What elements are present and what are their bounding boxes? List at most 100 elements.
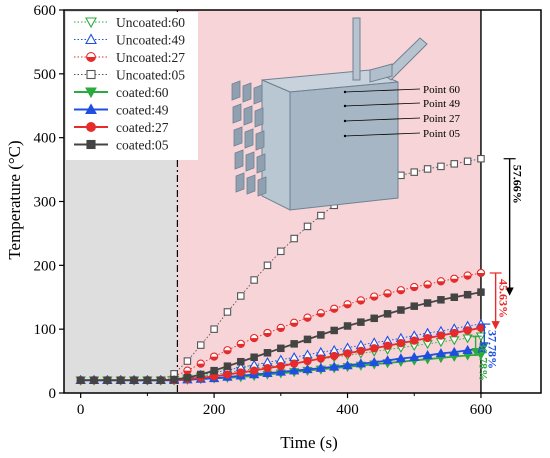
data-point bbox=[303, 222, 312, 231]
data-point bbox=[290, 359, 299, 368]
data-point-half bbox=[464, 275, 472, 280]
legend-box bbox=[66, 12, 198, 160]
inset-vertical-pipe bbox=[352, 17, 361, 81]
data-point bbox=[116, 376, 125, 384]
data-point-half bbox=[237, 343, 245, 348]
legend: Uncoated:60 Uncoated:49 Uncoated:27 Uncoate… bbox=[66, 12, 198, 160]
data-point bbox=[343, 322, 352, 330]
data-point bbox=[396, 339, 406, 348]
inset-leader-line bbox=[344, 102, 421, 107]
data-point bbox=[183, 357, 192, 365]
inset-fin bbox=[232, 103, 242, 124]
data-point bbox=[276, 362, 285, 371]
x-tick-label: 400 bbox=[336, 402, 359, 418]
data-point bbox=[409, 351, 420, 362]
data-point bbox=[437, 296, 445, 304]
annotation-label: 57.66% bbox=[511, 165, 525, 204]
inset-fin bbox=[235, 172, 245, 193]
data-point-half bbox=[357, 300, 365, 305]
data-point bbox=[317, 211, 325, 220]
inset-fin bbox=[234, 149, 244, 170]
data-point bbox=[422, 350, 433, 360]
data-point bbox=[302, 364, 313, 374]
data-point-half bbox=[223, 350, 232, 354]
data-point bbox=[330, 351, 339, 361]
data-point bbox=[156, 376, 165, 384]
data-point bbox=[277, 344, 285, 353]
data-point bbox=[237, 357, 245, 366]
data-point-half bbox=[263, 332, 272, 337]
data-point bbox=[303, 356, 312, 366]
data-point bbox=[197, 341, 205, 349]
legend-label: Uncoated:49 bbox=[116, 33, 185, 48]
inset-point-label: Point 27 bbox=[423, 113, 460, 125]
data-point bbox=[210, 366, 218, 375]
data-point bbox=[183, 373, 192, 382]
data-point bbox=[435, 348, 447, 358]
data-point bbox=[410, 336, 419, 345]
annotation-label: 45.63% bbox=[497, 279, 511, 318]
data-point-half bbox=[290, 322, 298, 327]
data-point-half bbox=[397, 290, 405, 294]
y-axis-title: Temperature (°C) bbox=[5, 140, 24, 259]
annotation-0: 57.66% bbox=[503, 158, 525, 296]
legend-label: coated:05 bbox=[116, 138, 169, 153]
data-point-half bbox=[330, 308, 338, 313]
data-point-half bbox=[477, 272, 485, 277]
data-series bbox=[75, 154, 487, 386]
data-point bbox=[423, 333, 432, 343]
legend-marker bbox=[85, 33, 97, 45]
data-point bbox=[369, 357, 380, 367]
y-tick-label: 100 bbox=[34, 322, 57, 338]
inset-fin bbox=[255, 130, 265, 151]
data-point bbox=[143, 376, 152, 384]
legend-marker bbox=[85, 17, 97, 29]
data-point bbox=[383, 341, 392, 350]
x-axis-title: Time (s) bbox=[280, 433, 337, 452]
y-tick-label: 600 bbox=[34, 3, 57, 19]
inset-angled-pipe bbox=[382, 37, 428, 81]
inset-fin bbox=[243, 105, 253, 126]
data-point bbox=[343, 349, 352, 358]
legend-marker bbox=[86, 139, 96, 150]
data-point bbox=[342, 360, 353, 370]
inset-fin bbox=[246, 174, 256, 195]
legend-marker-half bbox=[86, 57, 96, 62]
data-point bbox=[223, 370, 232, 379]
legend-label: Uncoated:27 bbox=[116, 50, 185, 65]
data-point bbox=[103, 376, 112, 384]
data-point bbox=[370, 344, 379, 353]
data-point-half bbox=[277, 327, 285, 332]
data-point-half bbox=[370, 296, 378, 301]
legend-label: coated:60 bbox=[116, 85, 169, 100]
data-point bbox=[410, 168, 418, 176]
x-tick-label: 0 bbox=[77, 402, 85, 418]
y-tick-label: 400 bbox=[34, 131, 57, 147]
inset-point-label: Point 05 bbox=[423, 128, 460, 140]
data-point-half bbox=[210, 356, 218, 361]
data-point-half bbox=[437, 281, 445, 285]
data-point bbox=[463, 290, 472, 299]
data-point bbox=[450, 160, 459, 168]
data-point bbox=[263, 349, 272, 357]
legend-label: Uncoated:60 bbox=[116, 15, 185, 30]
data-point bbox=[249, 366, 259, 375]
annotation-2: 37.78% bbox=[478, 323, 499, 369]
inset-fin bbox=[231, 80, 241, 101]
inset-fin bbox=[253, 84, 263, 105]
inset-fin bbox=[233, 126, 243, 147]
data-point-half bbox=[423, 284, 432, 289]
annotation-3: 36.78% bbox=[469, 335, 491, 381]
legend-marker bbox=[86, 122, 96, 132]
data-point bbox=[223, 362, 232, 370]
data-point bbox=[449, 346, 460, 356]
data-point bbox=[437, 162, 445, 171]
data-point bbox=[476, 323, 486, 333]
axes: 0 100 200 300 400 500 600 0 200 400 600 bbox=[34, 3, 542, 418]
annotation-label: 36.78% bbox=[477, 342, 491, 381]
inset-leader-line bbox=[344, 88, 421, 93]
y-tick-label: 500 bbox=[34, 67, 57, 83]
inset-leader-line bbox=[344, 117, 421, 122]
data-point bbox=[277, 247, 285, 256]
